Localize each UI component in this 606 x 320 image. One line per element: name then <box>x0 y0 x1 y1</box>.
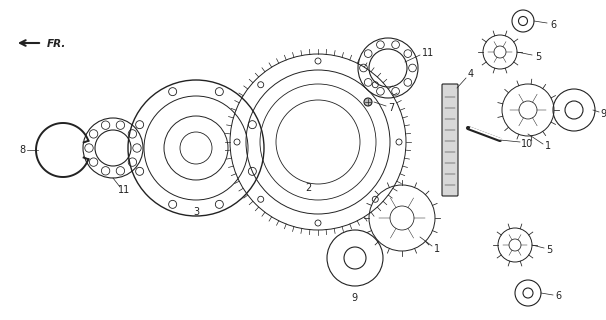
Text: 9: 9 <box>351 293 357 303</box>
Text: FR.: FR. <box>47 39 67 49</box>
Circle shape <box>315 220 321 226</box>
Text: 5: 5 <box>546 245 552 255</box>
Circle shape <box>364 98 372 106</box>
Text: 1: 1 <box>434 244 440 254</box>
FancyBboxPatch shape <box>442 84 458 196</box>
Circle shape <box>248 121 256 129</box>
Text: 11: 11 <box>118 185 130 195</box>
Circle shape <box>215 88 224 96</box>
Text: 6: 6 <box>555 291 561 301</box>
Text: 9: 9 <box>600 109 606 119</box>
Circle shape <box>372 82 378 88</box>
Text: 6: 6 <box>550 20 556 30</box>
Circle shape <box>258 196 264 202</box>
Circle shape <box>168 88 177 96</box>
Circle shape <box>234 139 240 145</box>
Text: 7: 7 <box>388 103 394 113</box>
Circle shape <box>215 200 224 208</box>
Text: 2: 2 <box>305 183 311 193</box>
Circle shape <box>258 82 264 88</box>
Text: 1: 1 <box>545 141 551 151</box>
Circle shape <box>396 139 402 145</box>
Circle shape <box>315 58 321 64</box>
Text: 5: 5 <box>535 52 541 62</box>
Circle shape <box>136 121 144 129</box>
Circle shape <box>168 200 177 208</box>
Circle shape <box>248 167 256 175</box>
Text: 8: 8 <box>19 145 25 155</box>
Text: 4: 4 <box>468 69 474 79</box>
Text: 11: 11 <box>422 48 434 58</box>
Text: 3: 3 <box>193 207 199 217</box>
Text: 10: 10 <box>521 139 533 149</box>
Circle shape <box>136 167 144 175</box>
Circle shape <box>372 196 378 202</box>
